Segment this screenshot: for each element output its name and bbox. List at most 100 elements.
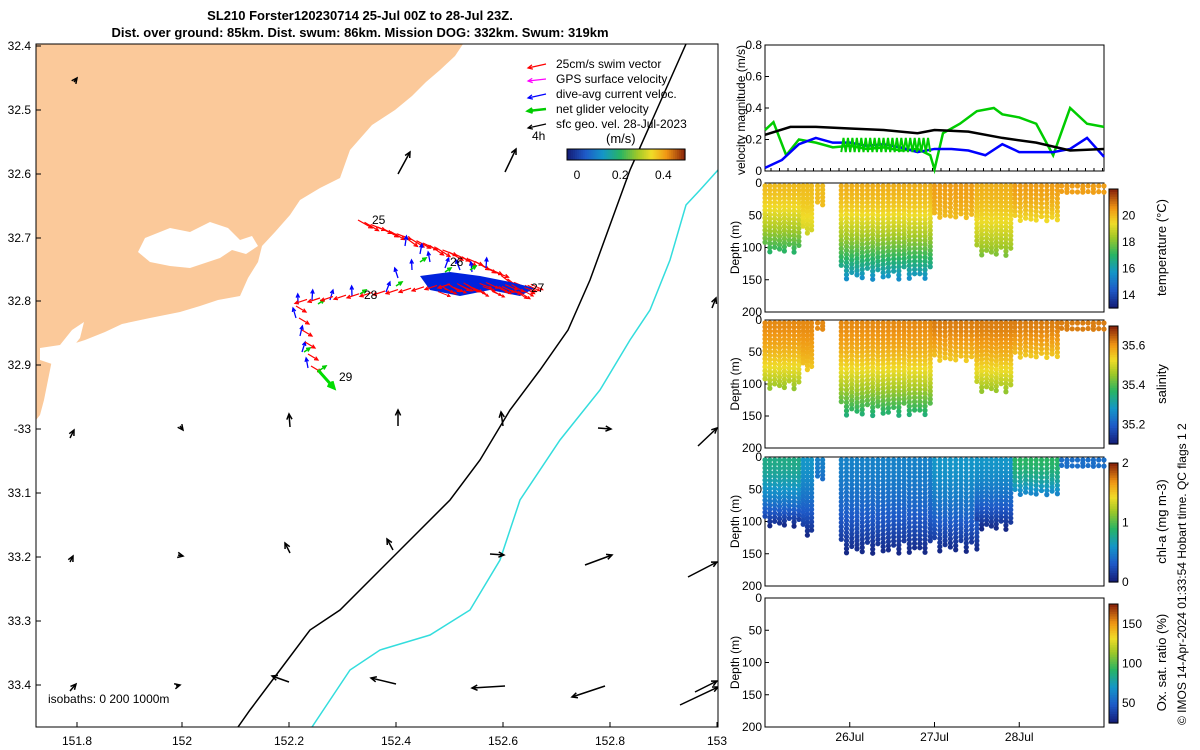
profile-sample [804,494,810,501]
profile-sample [993,469,999,475]
geo-vector-head [605,553,614,560]
profile-sample [781,498,787,504]
profile-sample [1049,191,1055,197]
profile-sample [781,324,787,330]
profile-sample [1023,195,1029,201]
profile-sample [896,461,902,467]
profile-sample [776,374,783,380]
profile-sample [922,208,928,214]
profile-sample [875,246,881,252]
profile-sample [906,349,912,355]
profile-sample [838,183,844,189]
profile-sample [947,187,953,193]
profile-sample [843,211,850,217]
profile-sample [1008,204,1014,210]
colorbar-cell [1109,347,1118,351]
depth-tick: 100 [742,656,762,670]
profile-sample [1023,324,1029,330]
profile-sample [1044,213,1050,219]
profile-sample [896,469,902,475]
profile-sample [776,353,783,359]
profile-sample [875,386,881,393]
profile-sample [864,389,871,395]
profile-sample [864,265,871,271]
profile-sample [1028,216,1034,222]
profile-sample [885,477,891,484]
profile-sample [838,349,844,355]
profile-sample [880,369,886,375]
profile-sample [796,512,802,518]
profile-sample [875,233,881,239]
profile-sample [1008,245,1014,251]
profile-sample [1101,457,1107,463]
profile-sample [1054,345,1060,351]
profile-sample [922,332,928,339]
profile-sample [854,469,860,475]
profile-sample [885,320,891,326]
profile-sample [864,465,871,471]
profile-sample [922,250,928,256]
profile-sample [974,183,980,189]
profile-sample [993,505,999,511]
profile-sample [922,258,928,265]
colorbar-cell [1109,706,1118,710]
profile-sample [968,535,975,541]
profile-sample [896,360,902,366]
profile-sample [781,332,787,338]
profile-sample [767,208,773,214]
profile-sample [917,332,923,339]
swim-vector-head [319,297,326,302]
profile-sample [968,345,975,351]
colorbar-cell [1109,692,1118,696]
profile-sample [927,376,933,382]
profile-sample [1038,324,1045,330]
profile-sample [796,362,802,368]
colorbar-cell [1109,694,1118,698]
profile-sample [870,384,876,390]
profile-sample [880,353,886,359]
profile-sample [974,516,980,522]
profile-sample [1054,204,1060,210]
colorbar-cell [1109,286,1118,290]
profile-sample [1008,357,1014,363]
swim-vector-head [445,252,452,258]
profile-sample [772,494,778,500]
profile-sample [776,357,783,364]
profile-sample [1028,478,1034,484]
profile-sample [922,516,928,522]
profile-sample [927,336,933,342]
profile-sample [796,470,802,476]
profile-sample [906,221,912,227]
profile-sample [854,538,860,544]
profile-sample [1049,461,1055,467]
colorbar-cell [1109,713,1118,717]
profile-sample [947,490,953,496]
profile-sample [870,396,876,402]
profile-sample [891,352,897,358]
profile-sample [901,522,907,528]
profile-sample [800,211,806,217]
profile-sample [993,223,999,229]
profile-sample [958,473,964,479]
speed-colorbar-cell [580,149,584,160]
swim-vector [505,284,518,291]
profile-sample [800,517,806,523]
profile-sample [896,340,902,346]
profile-sample [896,380,902,386]
profile-sample [859,262,865,268]
legend-arrow [527,123,547,129]
profile-sample [1033,461,1039,467]
profile-sample [963,199,969,205]
colorbar-cell [1109,274,1118,278]
profile-sample [814,457,821,463]
profile-sample [838,486,844,492]
profile-sample [880,390,886,396]
profile-sample [958,211,964,217]
dive-avg-vector-head [299,324,304,331]
swim-vector-head [436,284,443,290]
profile-sample [776,503,783,509]
profile-sample [885,401,891,407]
profile-sample [896,252,902,258]
profile-sample [791,332,797,338]
profile-sample [922,229,928,235]
